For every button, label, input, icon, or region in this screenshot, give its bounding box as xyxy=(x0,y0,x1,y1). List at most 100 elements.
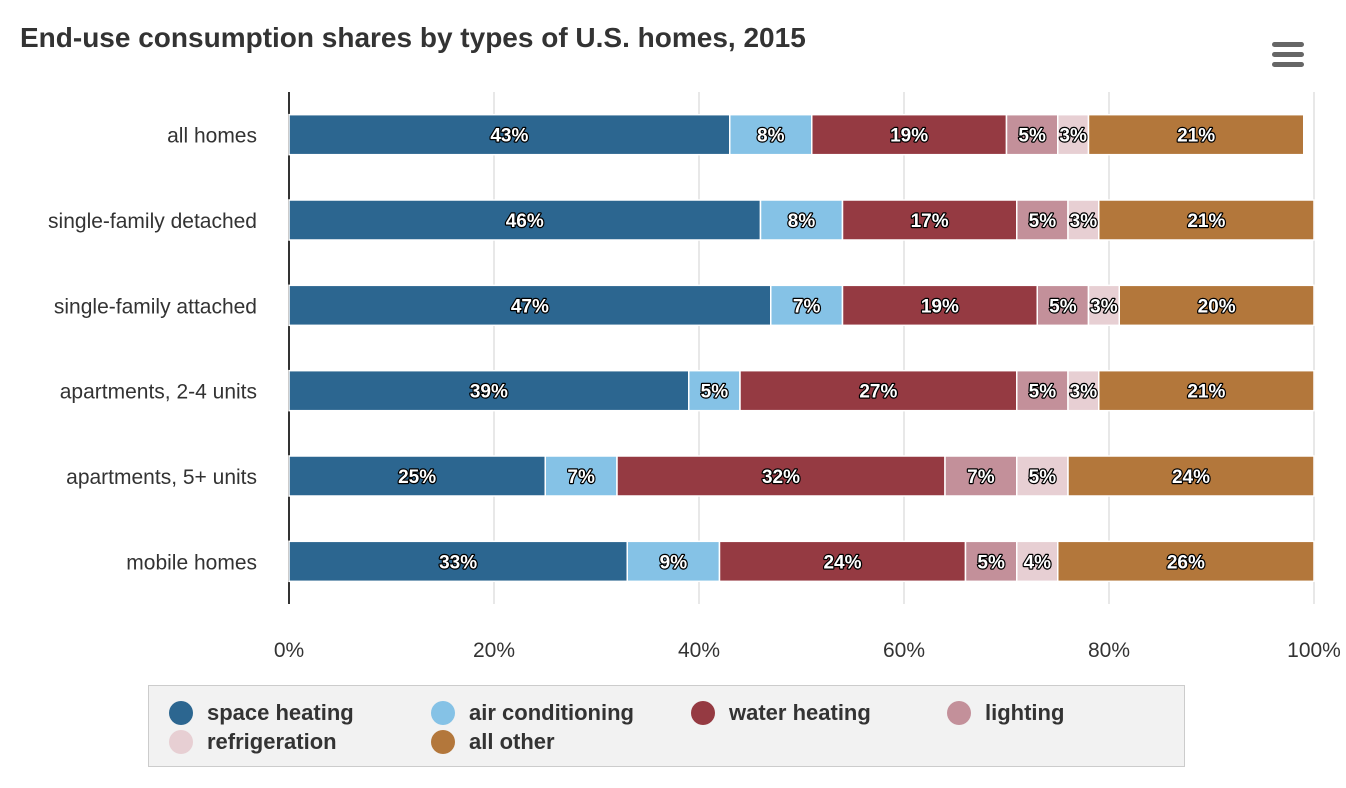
data-label: 5% xyxy=(1018,126,1046,147)
x-tick-label: 40% xyxy=(678,639,720,662)
data-label: 19% xyxy=(921,296,959,317)
data-label: 3% xyxy=(1059,126,1087,147)
category-label: single-family detached xyxy=(48,210,257,233)
data-label: 3% xyxy=(1070,382,1098,403)
bar-segment xyxy=(1067,199,1100,241)
legend-swatch xyxy=(431,730,455,754)
data-label: 5% xyxy=(1029,211,1057,232)
menu-line xyxy=(1272,52,1304,57)
data-label: 19% xyxy=(890,126,928,147)
category-label: mobile homes xyxy=(126,551,257,574)
data-label: 21% xyxy=(1177,126,1215,147)
data-label: 5% xyxy=(1029,382,1057,403)
bar-segment xyxy=(1087,284,1120,327)
bar-segment xyxy=(1118,284,1315,327)
bar-segment xyxy=(288,199,762,241)
data-label: 7% xyxy=(567,467,595,488)
bar-segment xyxy=(1098,369,1315,412)
data-label: 5% xyxy=(1049,296,1077,317)
bar-segment xyxy=(616,455,946,497)
data-label: 43% xyxy=(490,126,528,147)
data-label: 4% xyxy=(1024,552,1052,573)
bar-segment xyxy=(718,540,967,583)
bar-segment xyxy=(944,455,1018,497)
bar-segment xyxy=(688,369,741,412)
data-label: 25% xyxy=(398,467,436,488)
x-tick-label: 60% xyxy=(883,639,925,662)
bar-segment xyxy=(1016,455,1069,497)
legend-label: lighting xyxy=(985,700,1065,725)
data-label: 3% xyxy=(1090,296,1118,317)
category-label: single-family attached xyxy=(54,295,257,318)
data-label: 7% xyxy=(967,467,995,488)
legend-swatch xyxy=(691,701,715,725)
data-label: 5% xyxy=(701,382,729,403)
legend-item[interactable]: all other xyxy=(431,728,555,756)
legend-label: air conditioning xyxy=(469,700,634,725)
bar-segment xyxy=(739,369,1018,412)
category-label: all homes xyxy=(167,125,257,148)
data-label: 17% xyxy=(911,211,949,232)
bar-segment xyxy=(1057,540,1315,583)
legend-item[interactable]: air conditioning xyxy=(431,699,634,727)
bar-segment xyxy=(729,113,813,156)
menu-line xyxy=(1272,42,1304,47)
legend-swatch xyxy=(169,701,193,725)
data-label: 24% xyxy=(1172,467,1210,488)
bar-segment xyxy=(288,455,546,497)
legend-swatch xyxy=(947,701,971,725)
bar-segment xyxy=(770,284,844,327)
bar-segment xyxy=(1087,113,1305,156)
data-label: 21% xyxy=(1187,211,1225,232)
menu-line xyxy=(1272,62,1304,67)
x-tick-label: 100% xyxy=(1287,639,1341,662)
bar-segment xyxy=(1016,199,1069,241)
bar-segment xyxy=(1098,199,1315,241)
bar-segment xyxy=(1067,455,1315,497)
legend-item[interactable]: lighting xyxy=(947,699,1064,727)
chart-title: End-use consumption shares by types of U… xyxy=(20,22,806,53)
data-label: 5% xyxy=(1029,467,1057,488)
data-label: 7% xyxy=(793,296,821,317)
bar-segment xyxy=(288,369,690,412)
legend-item[interactable]: refrigeration xyxy=(169,728,337,756)
legend-label: all other xyxy=(469,729,555,754)
bar-segment xyxy=(288,284,772,327)
legend-item[interactable]: water heating xyxy=(691,699,871,727)
data-label: 32% xyxy=(762,467,800,488)
legend-label: refrigeration xyxy=(207,729,337,754)
bar-segment xyxy=(1057,113,1090,156)
data-label: 9% xyxy=(660,552,688,573)
x-tick-label: 20% xyxy=(473,639,515,662)
bar-segment xyxy=(841,199,1018,241)
stacked-bar-chart: 0% 20% 40% 60% 80% 100% all homes 43% 8% 19% 5% 3% 2… xyxy=(48,92,1341,662)
data-label: 39% xyxy=(470,382,508,403)
data-label: 8% xyxy=(788,211,816,232)
legend-swatch xyxy=(169,730,193,754)
x-tick-label: 80% xyxy=(1088,639,1130,662)
category-label: apartments, 5+ units xyxy=(66,466,257,489)
legend-swatch xyxy=(431,701,455,725)
data-label: 27% xyxy=(859,382,897,403)
legend: space heating air conditioning water heati… xyxy=(148,685,1185,767)
data-label: 21% xyxy=(1187,382,1225,403)
legend-label: space heating xyxy=(207,700,354,725)
data-label: 3% xyxy=(1070,211,1098,232)
data-label: 46% xyxy=(506,211,544,232)
data-label: 33% xyxy=(439,552,477,573)
category-label: apartments, 2-4 units xyxy=(60,381,257,404)
data-label: 5% xyxy=(977,552,1005,573)
data-label: 8% xyxy=(757,126,785,147)
legend-label: water heating xyxy=(729,700,871,725)
x-tick-label: 0% xyxy=(274,639,304,662)
bar-segment xyxy=(841,284,1038,327)
data-label: 26% xyxy=(1167,552,1205,573)
bar-segment xyxy=(759,199,844,241)
hamburger-menu-icon[interactable] xyxy=(1268,38,1308,72)
data-label: 20% xyxy=(1198,296,1236,317)
bar-segment xyxy=(811,113,1008,156)
bar-segment xyxy=(1036,284,1090,327)
data-label: 47% xyxy=(511,296,549,317)
legend-item[interactable]: space heating xyxy=(169,699,354,727)
bar-segment xyxy=(1005,113,1059,156)
